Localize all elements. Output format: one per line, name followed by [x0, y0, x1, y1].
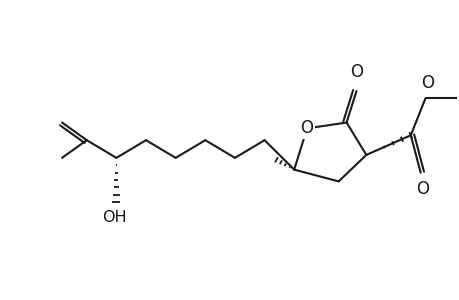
- Text: O: O: [349, 63, 362, 81]
- Text: O: O: [300, 119, 313, 137]
- Text: O: O: [415, 180, 428, 198]
- Text: O: O: [420, 74, 433, 92]
- Text: OH: OH: [102, 210, 126, 225]
